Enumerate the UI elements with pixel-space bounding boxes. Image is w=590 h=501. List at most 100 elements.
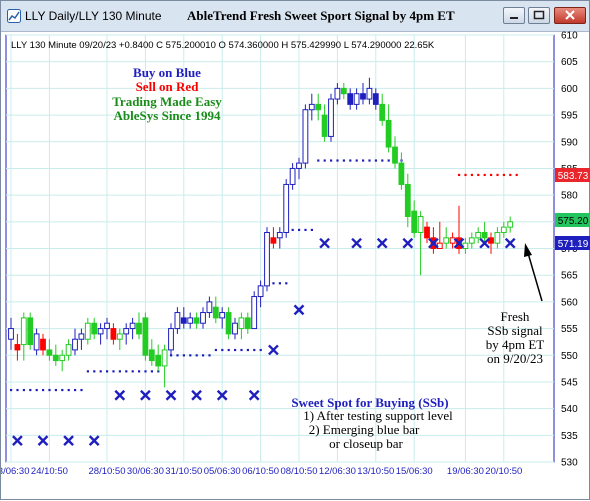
- x-marker-stroke: [216, 389, 228, 401]
- fresh-line-2: SSb signal: [487, 323, 543, 338]
- price-bar-body: [385, 119, 392, 148]
- price-bar-body: [257, 285, 264, 298]
- price-bar-body: [174, 312, 181, 330]
- price-bar-body: [129, 322, 136, 330]
- support-dot: [150, 370, 153, 373]
- price-bar-body: [219, 312, 226, 319]
- price-bar: [507, 216, 514, 233]
- price-bar-body: [212, 306, 219, 319]
- fresh-line-3: by 4pm ET: [486, 337, 545, 352]
- x-tick-label: 23/06:30: [1, 466, 29, 477]
- info-line: LLY 130 Minute 09/20/23 +0.8400 C 575.20…: [11, 40, 435, 51]
- price-bar: [200, 307, 206, 329]
- legend-tagline: Trading Made Easy: [112, 94, 222, 109]
- support-dot: [74, 388, 77, 392]
- support-dot: [342, 159, 345, 162]
- support-dot: [330, 159, 333, 162]
- price-bar: [392, 136, 398, 169]
- x-marker-stroke: [37, 435, 49, 446]
- x-marker-stroke: [12, 435, 23, 446]
- support-dot: [246, 348, 249, 352]
- price-bar-body: [417, 215, 424, 233]
- price-bar: [315, 93, 322, 121]
- minimize-button[interactable]: [503, 7, 525, 24]
- price-bar-body: [206, 301, 213, 314]
- price-bar: [206, 296, 213, 318]
- maximize-button[interactable]: [528, 7, 550, 24]
- support-dot: [125, 370, 128, 373]
- x-marker-stroke: [114, 389, 126, 401]
- y-tick-label: 595: [561, 111, 578, 122]
- price-bar: [264, 227, 270, 292]
- support-dot: [170, 354, 173, 357]
- ssb-line-2: 2) Emerging blue bar: [309, 422, 420, 437]
- support-dot: [195, 354, 198, 357]
- price-tag-upper-label: 583.73: [558, 171, 589, 182]
- support-dot: [355, 159, 358, 162]
- y-tick-label: 560: [561, 297, 578, 308]
- price-bar-body: [244, 317, 251, 330]
- price-bar: [417, 211, 424, 276]
- ssb-line-3: or closeup bar: [329, 436, 403, 451]
- resistance-dot: [483, 173, 486, 177]
- legend-since: AbleSys Since 1994: [114, 108, 221, 123]
- price-bar-body: [372, 93, 379, 105]
- price-bar: [347, 88, 354, 110]
- price-bar-body: [283, 183, 290, 233]
- price-bar-body: [475, 231, 482, 239]
- price-bar: [123, 323, 130, 345]
- support-dot: [10, 388, 13, 392]
- price-bar-body: [360, 93, 366, 100]
- support-dot: [138, 370, 141, 373]
- price-bar: [302, 104, 309, 169]
- support-dot: [86, 370, 89, 373]
- price-bar: [65, 339, 72, 361]
- price-bar-body: [187, 317, 194, 324]
- price-bar-body: [20, 317, 27, 346]
- price-bar: [20, 312, 27, 361]
- close-button[interactable]: [554, 7, 586, 24]
- x-tick-label: 19/06:30: [447, 466, 484, 477]
- price-bar-body: [328, 98, 334, 137]
- support-dot: [259, 348, 262, 352]
- price-bar-body: [276, 231, 283, 239]
- x-marker-stroke: [428, 237, 439, 249]
- price-bar: [116, 328, 123, 350]
- price-bar: [168, 323, 174, 356]
- resistance-dot: [458, 173, 461, 177]
- price-bar: [424, 221, 430, 244]
- price-bar-body: [136, 322, 142, 335]
- price-bar-body: [468, 237, 475, 244]
- fresh-line-1: Fresh: [501, 309, 530, 324]
- price-bar: [225, 307, 232, 340]
- price-bar: [321, 104, 328, 142]
- price-bar-body: [353, 93, 360, 105]
- x-tick-label: 24/10:50: [31, 466, 68, 477]
- price-bar-body: [424, 226, 430, 239]
- x-marker: [140, 389, 151, 401]
- x-marker-stroke: [268, 344, 279, 356]
- price-tag-middle: 575.20: [555, 213, 590, 227]
- support-dot: [202, 354, 205, 357]
- resistance-dot: [509, 173, 512, 177]
- price-bar: [283, 179, 290, 238]
- price-bar-body: [52, 354, 59, 362]
- x-marker-stroke: [376, 237, 388, 249]
- resistance-dot: [477, 173, 480, 177]
- y-tick-label: 600: [561, 84, 578, 95]
- support-dot: [93, 370, 96, 373]
- price-bar-body: [161, 349, 168, 367]
- price-chart[interactable]: 5305355405455505555605655705755805855905…: [1, 31, 590, 501]
- x-marker-stroke: [319, 237, 330, 249]
- price-bar: [148, 339, 155, 366]
- price-bar-body: [59, 354, 66, 362]
- support-dot: [323, 159, 326, 162]
- resistance-dot: [490, 173, 493, 177]
- support-dot: [298, 228, 301, 232]
- price-bar: [180, 307, 187, 329]
- support-dot: [106, 370, 109, 373]
- title-bar[interactable]: LLY Daily/LLY 130 Minute AbleTrend Fresh…: [1, 1, 589, 32]
- x-marker: [165, 389, 177, 401]
